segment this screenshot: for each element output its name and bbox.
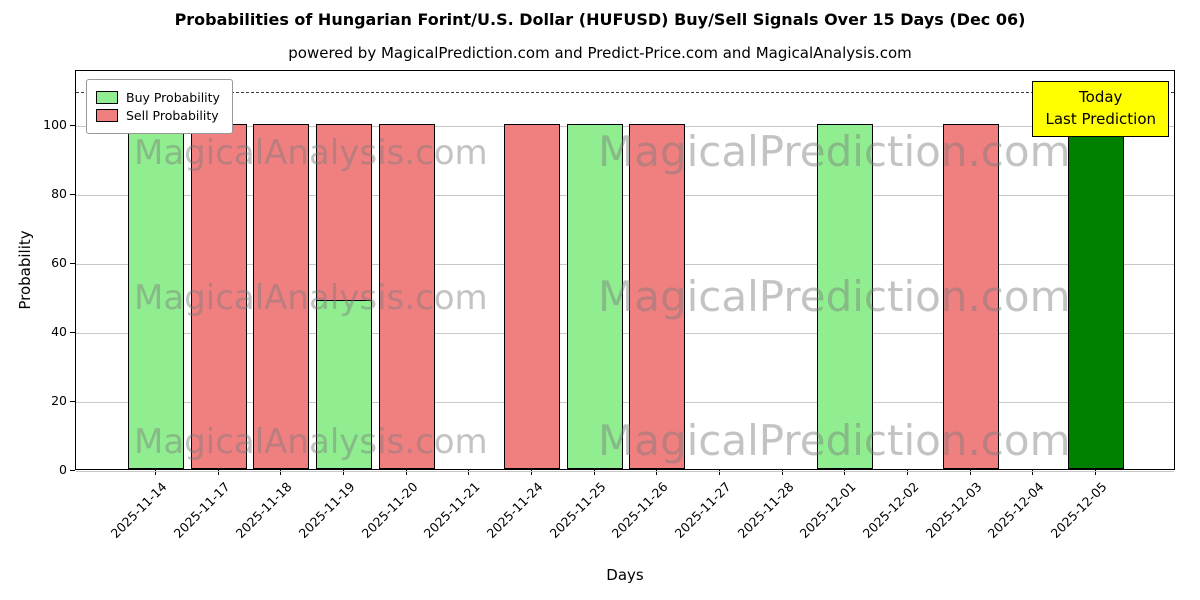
bar-buy [316,300,372,469]
buy-probability-swatch [96,91,118,104]
sell-probability-swatch [96,109,118,122]
x-tick-label: 2025-12-04 [984,479,1047,541]
x-tick-mark [280,470,282,475]
x-tick-mark [468,470,470,475]
y-tick-label: 40 [51,324,67,340]
bar-buy [566,124,623,469]
x-tick-mark [1095,470,1096,475]
x-tick-label: 2025-11-25 [546,479,609,541]
bar-sell [378,124,435,469]
y-tick-label: 100 [43,117,67,133]
y-tick-mark [70,194,75,196]
y-tick-mark [70,401,75,403]
bar-sell [253,124,310,469]
y-tick-mark [70,332,75,334]
gridline [76,402,1174,404]
x-tick-mark [531,470,532,475]
bar-buy [817,124,874,469]
y-tick-mark [70,125,75,127]
x-tick-label: 2025-11-21 [420,479,483,541]
x-tick-label: 2025-12-03 [922,479,985,541]
gridline [76,333,1174,335]
x-tick-mark [593,470,595,475]
y-tick-label: 0 [59,462,67,477]
plot-area: Buy Probability Sell Probability Today L… [75,70,1175,472]
x-tick-mark [1032,470,1034,475]
x-tick-mark [343,470,344,475]
chart-subtitle: powered by MagicalPrediction.com and Pre… [288,44,912,62]
x-tick-label: 2025-11-24 [483,479,546,541]
gridline [76,264,1174,266]
x-tick-label: 2025-12-02 [859,479,922,541]
x-tick-label: 2025-11-20 [358,479,421,541]
legend-label-sell: Sell Probability [126,108,219,123]
x-tick-mark [217,470,219,475]
legend-label-buy: Buy Probability [126,90,220,105]
x-tick-mark [656,470,658,475]
x-tick-label: 2025-11-17 [170,479,233,541]
x-tick-mark [405,470,407,475]
bar-sell [190,124,247,469]
x-tick-label: 2025-11-26 [608,479,671,541]
x-tick-label: 2025-12-05 [1047,479,1110,541]
bar-sell [504,124,560,469]
x-tick-mark [844,470,846,475]
x-tick-mark [781,470,783,475]
y-tick-mark [70,470,75,471]
x-tick-label: 2025-11-27 [671,479,734,541]
x-tick-mark [719,470,720,475]
x-axis-label: Days [606,566,644,584]
y-tick-label: 20 [51,393,67,409]
gridline [76,126,1174,128]
dashed-threshold-line [76,91,1174,93]
legend-item-buy: Buy Probability [96,90,220,105]
legend: Buy Probability Sell Probability [86,79,233,134]
bar-buy [128,124,184,469]
gridline [76,471,1174,472]
x-tick-label: 2025-11-19 [295,479,358,541]
x-tick-mark [907,470,908,475]
x-tick-mark [969,470,971,475]
annotation-line1: Today [1079,88,1123,106]
legend-item-sell: Sell Probability [96,108,220,123]
annotation-line2: Last Prediction [1045,109,1156,128]
x-tick-label: 2025-11-14 [107,479,170,541]
y-tick-mark [70,263,75,265]
y-tick-label: 80 [51,186,67,202]
bar-sell [942,124,999,469]
chart-title: Probabilities of Hungarian Forint/U.S. D… [174,10,1026,29]
x-tick-label: 2025-11-28 [734,479,797,541]
bar-buy-today [1068,124,1124,469]
x-tick-label: 2025-11-18 [232,479,295,541]
x-tick-mark [155,470,156,475]
x-tick-label: 2025-12-01 [796,479,859,541]
bar-sell [629,124,686,469]
today-annotation: Today Last Prediction [1032,81,1169,137]
y-tick-label: 60 [51,255,67,271]
gridline [76,195,1174,197]
